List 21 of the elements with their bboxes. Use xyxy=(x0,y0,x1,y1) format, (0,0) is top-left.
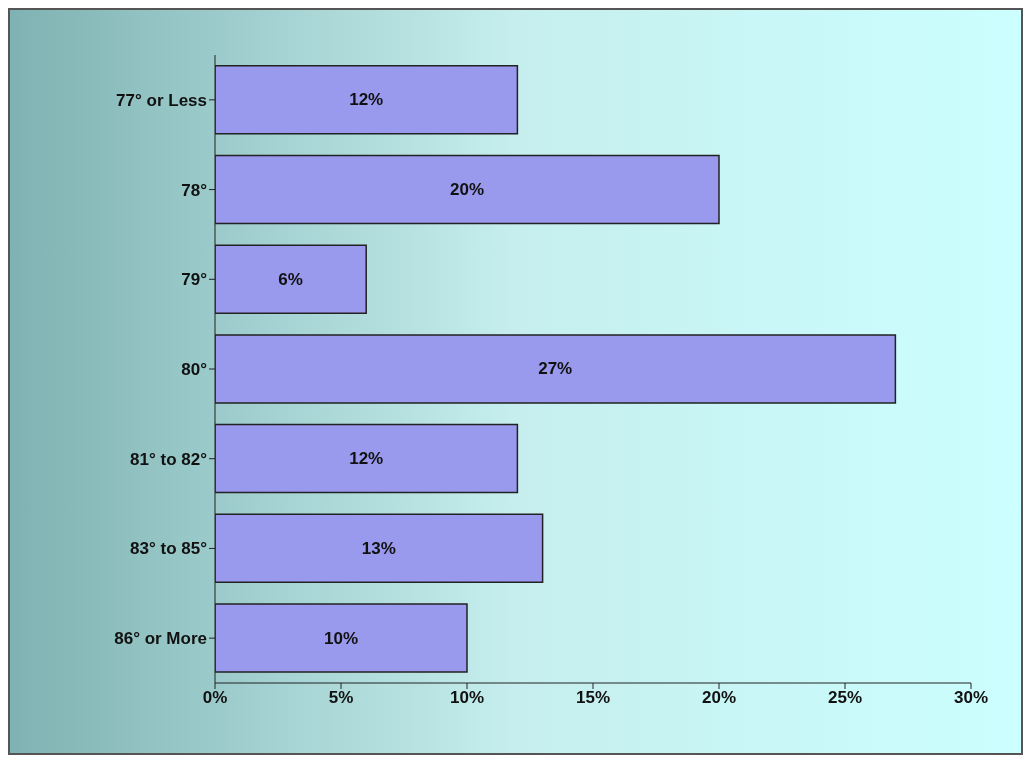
data-label: 6% xyxy=(278,269,303,289)
data-label: 10% xyxy=(323,628,359,648)
x-tick-label: 25% xyxy=(827,688,863,708)
y-tick-label: 81° to 82° xyxy=(130,449,208,469)
y-tick-label: 86° or More xyxy=(114,629,207,649)
y-tick-label: 80° xyxy=(181,360,208,380)
y-tick-label: 83° to 85° xyxy=(130,539,208,559)
x-tick-label: 15% xyxy=(575,688,611,708)
y-tick-label: 77° or Less xyxy=(116,90,207,110)
x-tick-label: 20% xyxy=(701,688,737,708)
x-tick-label: 0% xyxy=(202,688,228,708)
x-tick-label: 30% xyxy=(953,688,989,708)
y-tick-label: 79° xyxy=(181,270,208,290)
data-label: 20% xyxy=(449,179,485,199)
data-label: 12% xyxy=(349,90,384,110)
data-label: 13% xyxy=(361,538,396,558)
x-tick-label: 10% xyxy=(449,688,485,708)
data-label: 27% xyxy=(538,359,573,379)
x-tick-label: 5% xyxy=(328,688,354,708)
data-label: 12% xyxy=(349,449,384,469)
y-tick-label: 78° xyxy=(181,180,208,200)
